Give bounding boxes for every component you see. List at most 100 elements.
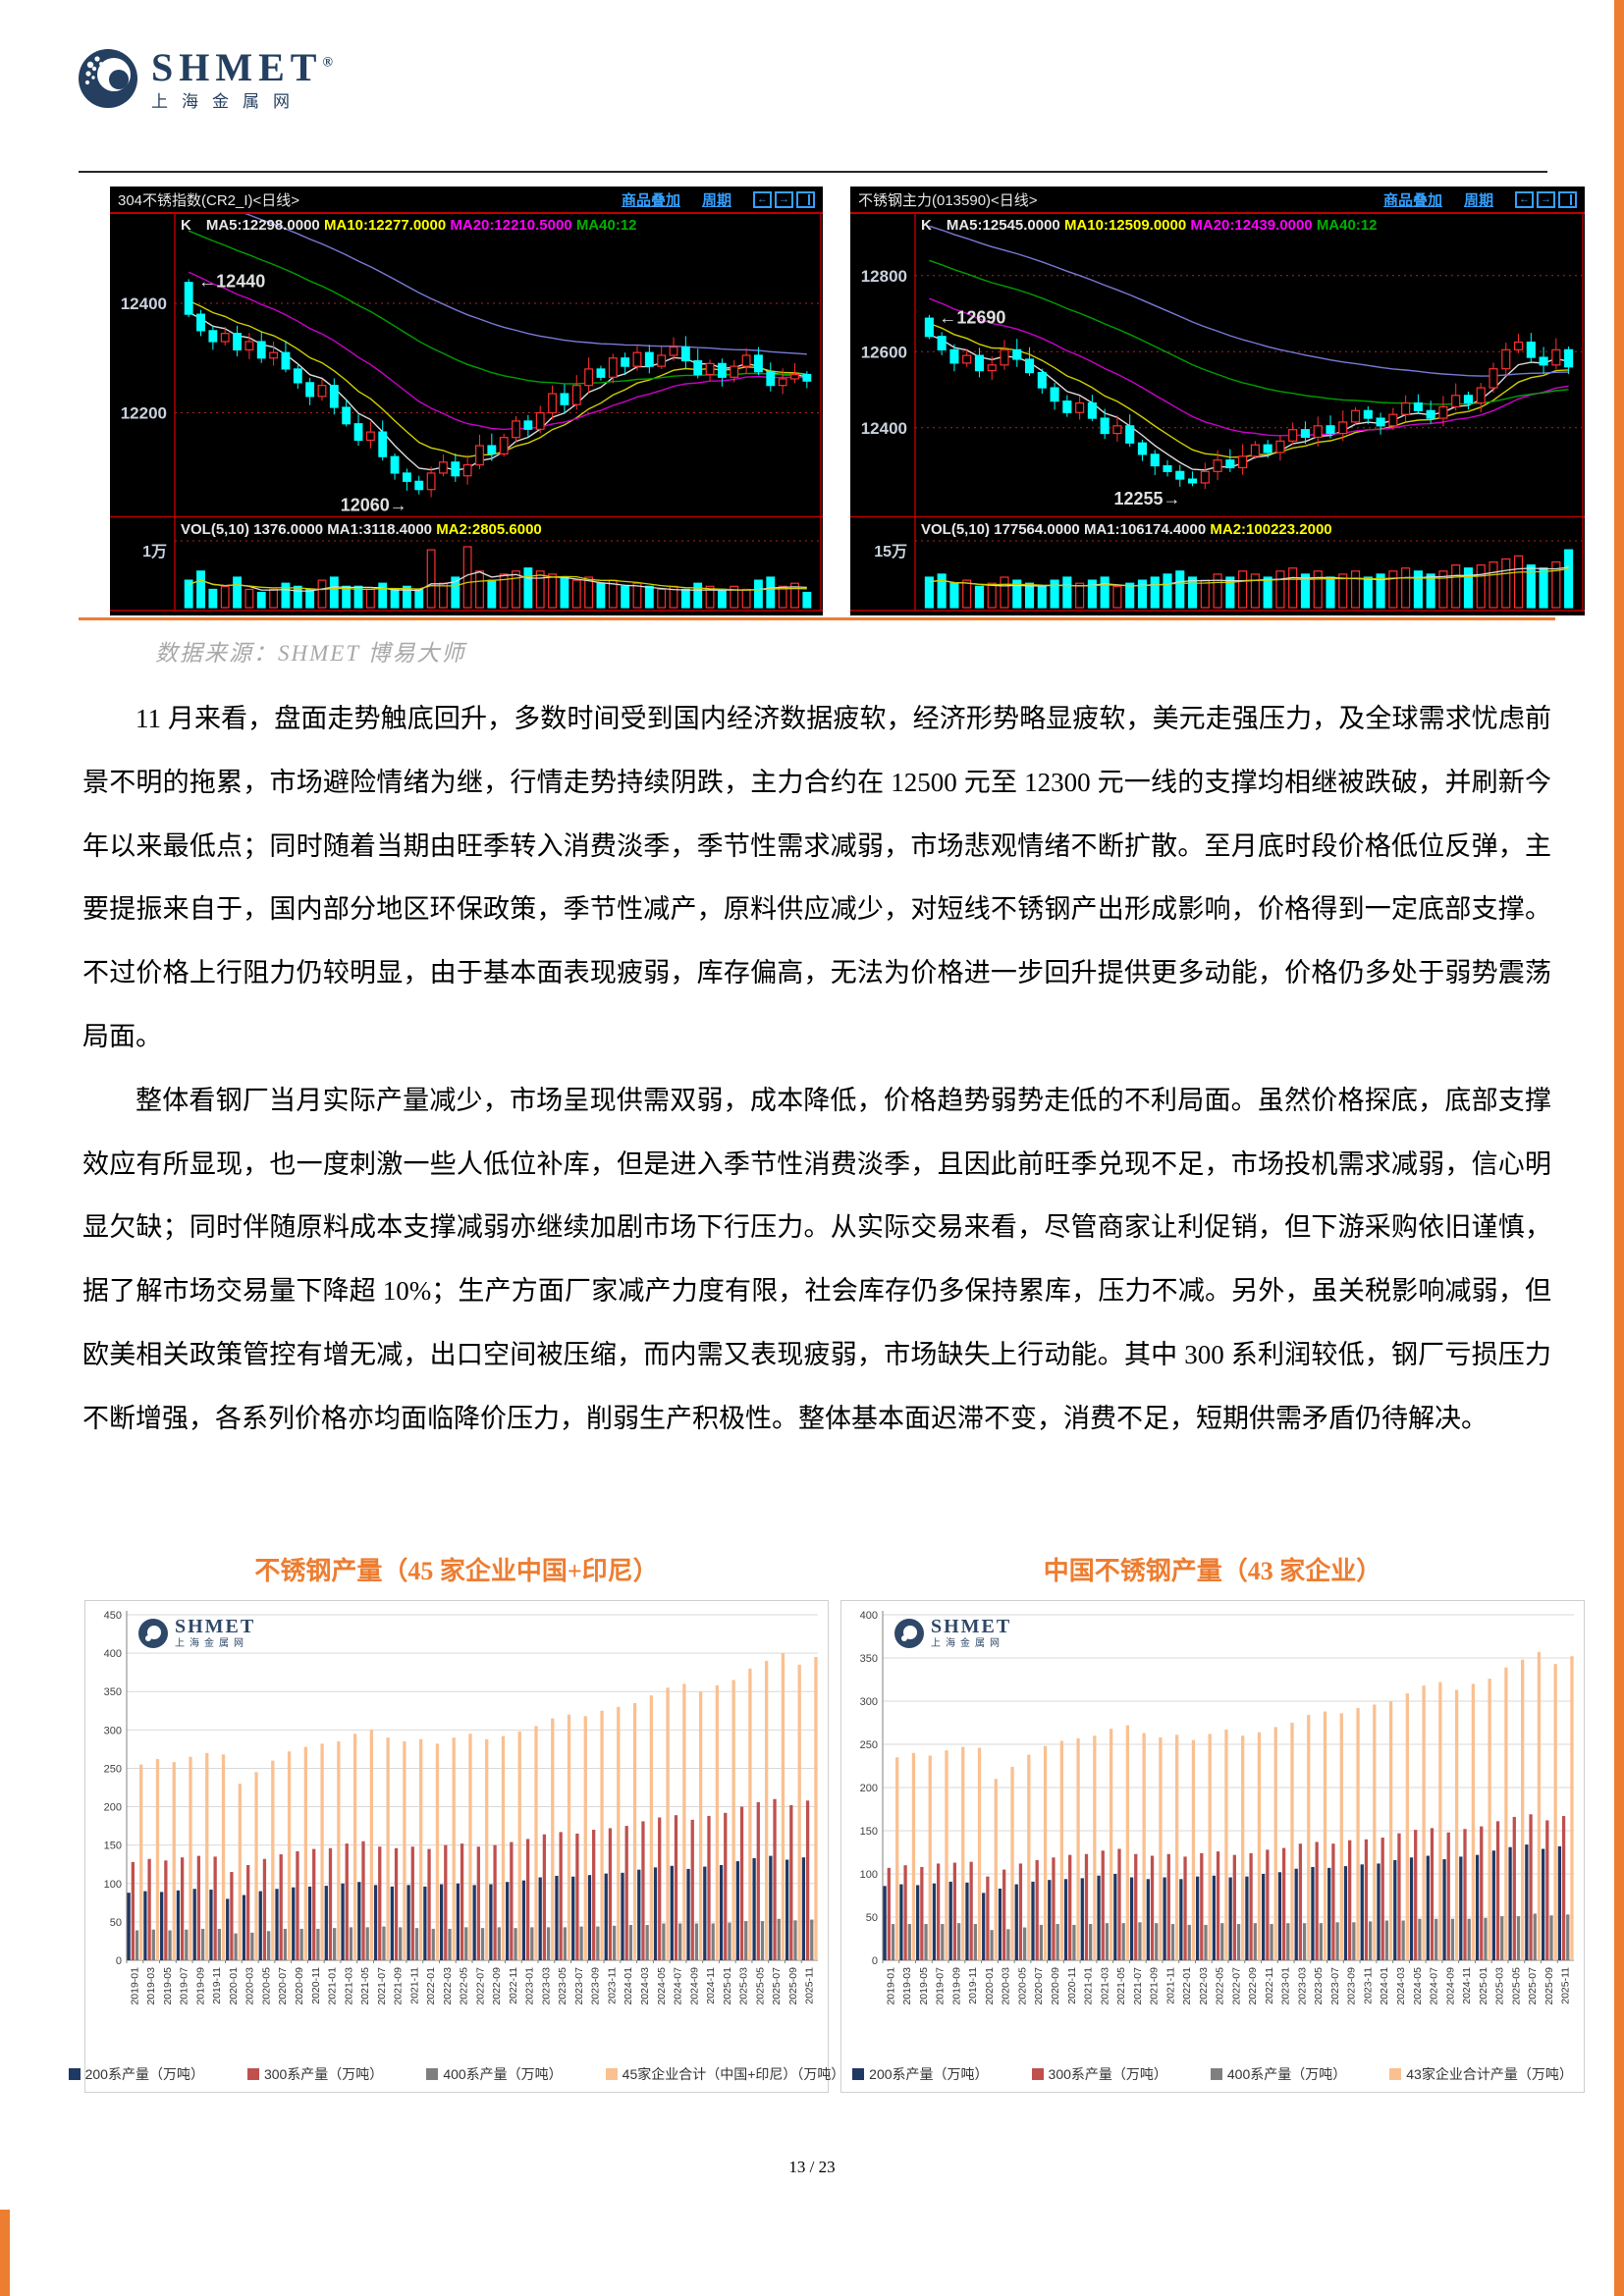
- svg-text:2025-01: 2025-01: [1478, 1967, 1489, 2005]
- svg-text:2022-07: 2022-07: [1230, 1967, 1242, 2005]
- svg-text:2019-03: 2019-03: [901, 1967, 913, 2005]
- data-source-caption: 数据来源：SHMET 博易大师: [155, 641, 466, 666]
- svg-text:0: 0: [872, 1955, 878, 1967]
- volume-bars: [924, 549, 1574, 609]
- svg-text:12600: 12600: [861, 343, 907, 361]
- candlestick-chart-304-index: 304不锈指数(CR2_I)<日线> 商品叠加 周期 ← → 12400 1220…: [110, 187, 823, 615]
- svg-text:2019-09: 2019-09: [194, 1967, 206, 2005]
- svg-text:2022-01: 2022-01: [425, 1967, 437, 2005]
- volume-bars: [184, 546, 812, 609]
- shmet-watermark-icon: [138, 1618, 168, 1648]
- header-divider: [79, 171, 1547, 173]
- svg-text:2025-03: 2025-03: [738, 1967, 750, 2005]
- svg-text:2021-11: 2021-11: [1164, 1967, 1176, 2004]
- legend-label: 300系产量（万吨）: [263, 2066, 384, 2082]
- svg-text:2019-01: 2019-01: [885, 1967, 896, 2005]
- svg-text:2020-09: 2020-09: [294, 1967, 305, 2005]
- paragraph: 整体看钢厂当月实际产量减少，市场呈现供需双弱，成本降低，价格趋势弱势走低的不利局…: [82, 1085, 1551, 1433]
- svg-text:K MA5:12545.0000 MA10:12509.0: K MA5:12545.0000 MA10:12509.0000 MA20:12…: [921, 217, 1378, 234]
- svg-text:2021-07: 2021-07: [1132, 1967, 1144, 2005]
- svg-text:15万: 15万: [874, 544, 907, 561]
- svg-text:2020-01: 2020-01: [228, 1967, 240, 2005]
- watermark-subtitle: 上海金属网: [931, 1638, 1004, 1649]
- svg-text:150: 150: [860, 1826, 878, 1838]
- legend-swatch: [426, 2068, 439, 2080]
- legend-label: 45家企业合计（中国+印尼）（万吨）: [622, 2066, 845, 2082]
- chart-titlebar: 不锈钢主力(013590)<日线> 商品叠加 周期 ← →: [850, 187, 1585, 214]
- brand-subtitle: 上海金属网: [151, 91, 303, 111]
- svg-text:2023-01: 2023-01: [524, 1967, 536, 2005]
- svg-text:2024-11: 2024-11: [1461, 1967, 1473, 2004]
- svg-text:400: 400: [860, 1610, 878, 1622]
- svg-text:2022-09: 2022-09: [1247, 1967, 1259, 2005]
- svg-text:2024-09: 2024-09: [1444, 1967, 1456, 2005]
- svg-text:2024-03: 2024-03: [639, 1967, 651, 2005]
- legend-swatch: [852, 2068, 865, 2080]
- svg-text:2021-03: 2021-03: [1099, 1967, 1110, 2005]
- svg-text:2023-03: 2023-03: [540, 1967, 552, 2005]
- svg-text:2019-07: 2019-07: [179, 1967, 190, 2005]
- svg-text:2025-05: 2025-05: [754, 1967, 766, 2005]
- legend-item: 300系产量（万吨）: [1031, 2064, 1167, 2084]
- split-window-icon: [1558, 190, 1577, 208]
- svg-text:2023-07: 2023-07: [1329, 1967, 1341, 2005]
- production-bar-chart-43: SHMET 上海金属网 0 50 100 150 200 250 300 350 400 2019…: [840, 1600, 1585, 2093]
- svg-text:2020-03: 2020-03: [1001, 1967, 1012, 2005]
- svg-text:2023-05: 2023-05: [1313, 1967, 1325, 2005]
- svg-text:2021-01: 2021-01: [327, 1967, 339, 2005]
- svg-text:2023-01: 2023-01: [1280, 1967, 1292, 2005]
- svg-text:200: 200: [104, 1802, 122, 1814]
- svg-text:150: 150: [104, 1841, 122, 1852]
- svg-text:2025-09: 2025-09: [787, 1967, 799, 2005]
- legend-swatch: [1389, 2068, 1402, 2080]
- legend-swatch: [1031, 2068, 1044, 2080]
- split-window-icon: [796, 190, 815, 208]
- svg-text:VOL(5,10) 177564.0000 MA1:1061: VOL(5,10) 177564.0000 MA1:106174.4000 MA…: [921, 521, 1332, 538]
- chart-titlebar: 304不锈指数(CR2_I)<日线> 商品叠加 周期 ← →: [110, 187, 823, 214]
- arrow-right-icon: →: [1537, 190, 1555, 208]
- registered-mark: ®: [322, 55, 333, 71]
- shmet-watermark: SHMET 上海金属网: [138, 1617, 255, 1649]
- svg-text:K MA5:12298.0000 MA10:12277.0: K MA5:12298.0000 MA10:12277.0000 MA20:12…: [181, 217, 637, 234]
- svg-text:2023-11: 2023-11: [1362, 1967, 1374, 2004]
- svg-text:2024-05: 2024-05: [656, 1967, 668, 2005]
- analysis-text: 11 月来看，盘面走势触底回升，多数时间受到国内经济数据疲软，经济形势略显疲软，…: [82, 687, 1551, 1451]
- svg-text:2024-01: 2024-01: [623, 1967, 634, 2005]
- period-button: 周期: [1463, 191, 1493, 209]
- legend-swatch: [68, 2068, 81, 2080]
- svg-text:2023-11: 2023-11: [606, 1967, 618, 2004]
- section-divider: [79, 617, 1555, 620]
- legend-label: 200系产量（万吨）: [84, 2066, 204, 2082]
- production-chart-title-45: 不锈钢产量（45 家企业中国+印尼）: [254, 1557, 659, 1585]
- legend-swatch: [246, 2068, 259, 2080]
- legend-label: 400系产量（万吨）: [1226, 2066, 1347, 2082]
- svg-text:2023-03: 2023-03: [1296, 1967, 1308, 2005]
- candles: [924, 314, 1574, 490]
- svg-text:2021-09: 2021-09: [1149, 1967, 1161, 2005]
- svg-text:2019-11: 2019-11: [211, 1967, 223, 2004]
- x-axis-labels: 2019-01 2019-03 2019-05 2019-07 2019-09 2019-…: [126, 1960, 816, 2005]
- chart-toolbar: 商品叠加 周期 ← →: [622, 189, 815, 210]
- arrow-left-icon: ←: [1515, 190, 1534, 208]
- svg-text:2023-09: 2023-09: [590, 1967, 602, 2005]
- svg-text:2022-03: 2022-03: [442, 1967, 454, 2005]
- svg-text:300: 300: [860, 1696, 878, 1708]
- svg-text:2021-09: 2021-09: [393, 1967, 405, 2005]
- svg-text:2019-05: 2019-05: [918, 1967, 930, 2005]
- candlestick-canvas: 12400 12200 ←12440 12060→ K MA5:12298.0000 M…: [110, 214, 823, 612]
- svg-text:2020-11: 2020-11: [310, 1967, 322, 2004]
- legend-swatch: [605, 2068, 618, 2080]
- svg-text:2022-07: 2022-07: [474, 1967, 486, 2005]
- svg-text:2020-07: 2020-07: [1033, 1967, 1045, 2005]
- svg-text:2025-01: 2025-01: [722, 1967, 733, 2005]
- svg-text:2024-09: 2024-09: [688, 1967, 700, 2005]
- legend-label: 43家企业合计产量（万吨）: [1406, 2066, 1573, 2082]
- svg-text:2022-09: 2022-09: [491, 1967, 503, 2005]
- svg-text:2022-11: 2022-11: [508, 1967, 519, 2004]
- x-axis-labels: 2019-01 2019-03 2019-05 2019-07 2019-09 2019-…: [882, 1960, 1572, 2005]
- svg-text:12060→: 12060→: [341, 496, 407, 515]
- svg-text:2024-01: 2024-01: [1379, 1967, 1390, 2005]
- svg-text:2024-05: 2024-05: [1412, 1967, 1424, 2005]
- shmet-watermark-icon: [894, 1618, 924, 1648]
- svg-text:350: 350: [860, 1653, 878, 1665]
